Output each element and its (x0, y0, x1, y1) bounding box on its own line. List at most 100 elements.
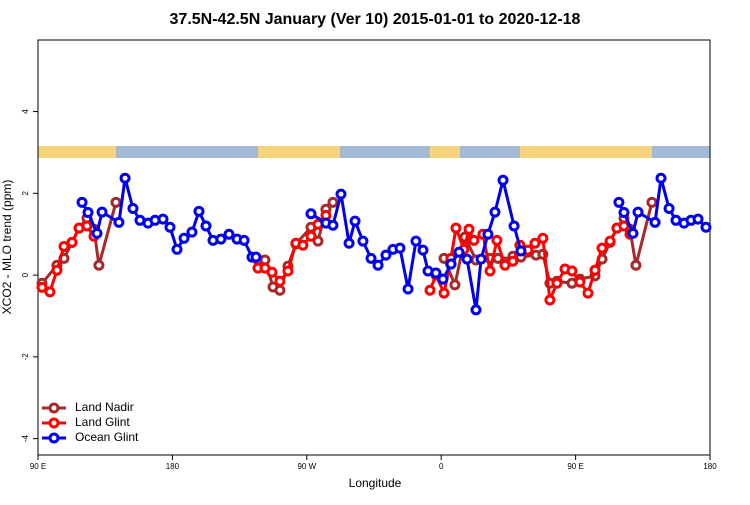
point (76, 196, 88, 208)
point (589, 264, 601, 276)
point (193, 205, 205, 217)
point (410, 235, 422, 247)
point (692, 213, 704, 225)
point (649, 216, 661, 228)
point (417, 244, 429, 256)
point (178, 232, 190, 244)
point (127, 202, 139, 214)
x-tick-label: 180 (703, 462, 717, 471)
point (365, 252, 377, 264)
legend-label: Land Nadir (75, 400, 134, 414)
point (327, 219, 339, 231)
point (630, 259, 642, 271)
point (402, 283, 414, 295)
point (81, 220, 93, 232)
x-tick-label: 90 W (297, 462, 316, 471)
point (430, 267, 442, 279)
chart-title: 37.5N-42.5N January (Ver 10) 2015-01-01 … (170, 11, 581, 28)
point (437, 273, 449, 285)
point (461, 253, 473, 265)
point (475, 253, 487, 265)
point (119, 172, 131, 184)
point (380, 249, 392, 261)
point (58, 240, 70, 252)
legend-label: Land Glint (75, 415, 130, 429)
x-tick-label: 90 E (567, 462, 583, 471)
point (489, 206, 501, 218)
point (282, 265, 294, 277)
point (618, 220, 630, 232)
point (238, 234, 250, 246)
point (349, 215, 361, 227)
x-tick-label: 0 (439, 462, 444, 471)
point (618, 207, 630, 219)
point (484, 265, 496, 277)
plot-frame (37, 39, 711, 456)
point (499, 259, 511, 271)
y-tick-label: 4 (21, 109, 30, 114)
point (468, 234, 480, 246)
point (453, 246, 465, 258)
point (700, 221, 712, 233)
point (335, 188, 347, 200)
point (305, 208, 317, 220)
point (312, 235, 324, 247)
point (223, 228, 235, 240)
point (51, 264, 63, 276)
y-tick-label: -2 (21, 353, 30, 361)
point (93, 259, 105, 271)
point (44, 286, 56, 298)
point (449, 279, 461, 291)
point (91, 227, 103, 239)
point (646, 196, 658, 208)
legend-label: Ocean Glint (75, 430, 139, 444)
point (582, 287, 594, 299)
legend-swatch (48, 402, 60, 414)
point (551, 277, 563, 289)
point (297, 239, 309, 251)
point (171, 243, 183, 255)
point (627, 227, 639, 239)
point (450, 222, 462, 234)
point (445, 258, 457, 270)
y-tick-label: 2 (21, 191, 30, 196)
point (604, 235, 616, 247)
point (613, 196, 625, 208)
x-tick-label: 90 E (30, 462, 46, 471)
point (164, 221, 176, 233)
point (357, 235, 369, 247)
point (537, 232, 549, 244)
point (250, 251, 262, 263)
point (372, 259, 384, 271)
point (66, 236, 78, 248)
point (438, 287, 450, 299)
y-axis-label: XCO2 - MLO trend (ppm) (0, 180, 14, 315)
y-tick-label: -4 (21, 435, 30, 443)
point (274, 275, 286, 287)
point (655, 172, 667, 184)
point (544, 294, 556, 306)
point (470, 304, 482, 316)
point (215, 233, 227, 245)
point (508, 220, 520, 232)
point (463, 223, 475, 235)
point (82, 207, 94, 219)
point (497, 174, 509, 186)
series-line (80, 177, 257, 259)
point (424, 284, 436, 296)
point (632, 206, 644, 218)
point (96, 206, 108, 218)
point (36, 281, 48, 293)
x-axis-label: Longitude (349, 476, 402, 490)
point (515, 245, 527, 257)
point (507, 255, 519, 267)
point (266, 266, 278, 278)
point (157, 213, 169, 225)
legend-swatch (48, 417, 60, 429)
point (113, 216, 125, 228)
point (200, 220, 212, 232)
point (529, 237, 541, 249)
point (663, 202, 675, 214)
point (110, 196, 122, 208)
